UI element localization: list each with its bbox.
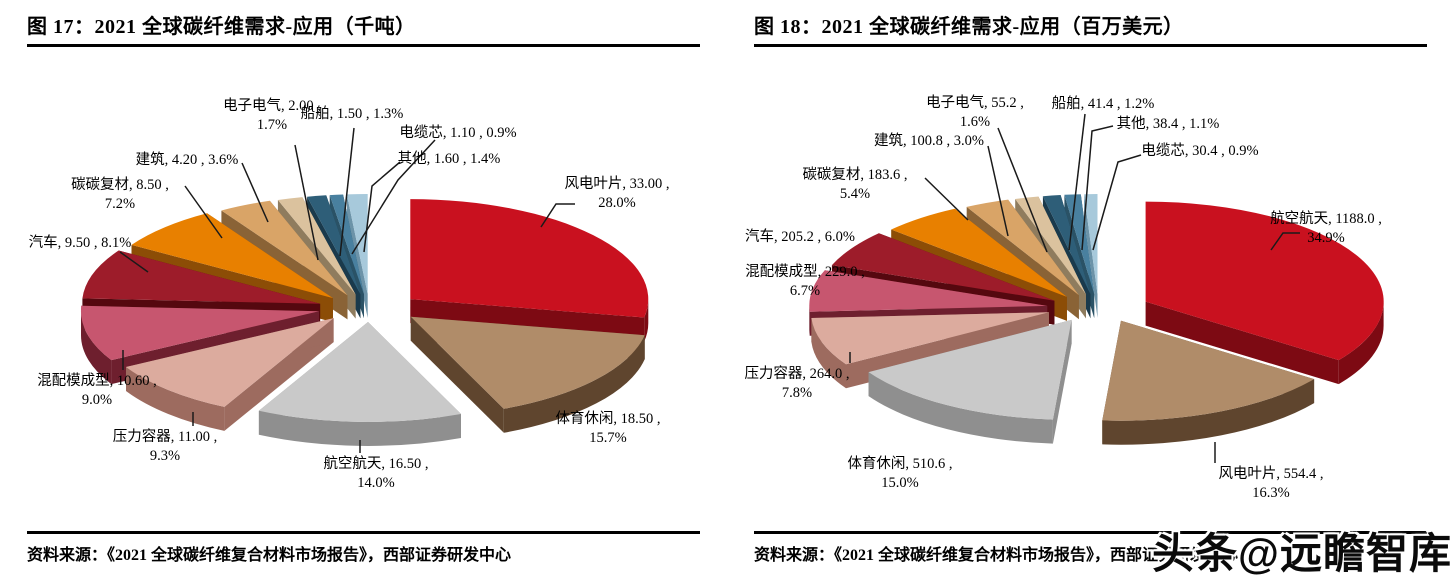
leader-line-建筑 <box>987 145 1009 237</box>
bottom-rule <box>754 531 1427 534</box>
slice-label-电缆芯: 电缆芯, 30.4 , 0.9% <box>1141 143 1259 159</box>
slice-label-压力容器: 压力容器, 264.0 , 7.8% <box>744 366 850 401</box>
leader-line-风电叶片 <box>540 203 575 228</box>
slice-label-电子电气: 电子电气, 2.00 , 1.7% <box>223 98 321 133</box>
slice-label-碳碳复材: 碳碳复材, 183.6 , 5.4% <box>802 167 908 202</box>
leader-line-建筑 <box>241 162 269 223</box>
pie-slice-航空航天 <box>1145 201 1384 385</box>
leader-line-航空航天 <box>1270 232 1300 251</box>
figure-panel-right: 图 18：2021 全球碳纤维需求-应用（百万美元） 航空航天, 1188.0 … <box>727 0 1454 587</box>
slice-label-混配模成型: 混配模成型, 229.0 , 6.7% <box>745 264 865 299</box>
chart-title: 图 17：2021 全球碳纤维需求-应用（千吨） <box>27 16 416 38</box>
slice-label-汽车: 汽车, 9.50 , 8.1% <box>28 235 132 251</box>
slice-label-风电叶片: 风电叶片, 33.00 , 28.0% <box>564 176 670 211</box>
pie-slice-其他 <box>346 194 368 318</box>
leader-line-汽车 <box>119 251 149 273</box>
chart-title: 图 18：2021 全球碳纤维需求-应用（百万美元） <box>754 16 1184 38</box>
slice-label-汽车: 汽车, 205.2 , 6.0% <box>745 229 855 245</box>
pie-svg <box>80 127 649 453</box>
slice-label-混配模成型: 混配模成型, 10.60 , 9.0% <box>37 373 157 408</box>
pie-slice-航空航天 <box>258 322 461 446</box>
slice-label-电缆芯: 电缆芯, 1.10 , 0.9% <box>399 125 517 141</box>
pie-chart-thousand-tons: 风电叶片, 33.00 , 28.0% 体育休闲, 18.50 , 15.7% 航空航天… <box>0 60 727 520</box>
slice-label-船舶: 船舶, 1.50 , 1.3% <box>300 106 404 122</box>
slice-label-航空航天: 航空航天, 1188.0 , 34.9% <box>1270 211 1382 246</box>
slice-label-船舶: 船舶, 41.4 , 1.2% <box>1051 96 1155 112</box>
slice-label-电子电气: 电子电气, 55.2 , 1.6% <box>926 95 1024 130</box>
title-rule <box>754 44 1427 47</box>
leader-line-船舶 <box>1068 113 1086 251</box>
slice-label-压力容器: 压力容器, 11.00 , 9.3% <box>112 429 218 464</box>
leader-line-电子电气 <box>294 144 319 261</box>
source-note: 资料来源：《2021 全球碳纤维复合材料市场报告》，西部证券研发中心 <box>754 547 1239 564</box>
leader-line-船舶 <box>339 127 355 257</box>
slice-label-体育休闲: 体育休闲, 510.6 , 15.0% <box>847 456 953 491</box>
pie-svg <box>809 113 1384 463</box>
pie-slice-压力容器 <box>126 318 334 431</box>
slice-label-体育休闲: 体育休闲, 18.50 , 15.7% <box>555 411 661 446</box>
figure-panel-left: 图 17：2021 全球碳纤维需求-应用（千吨） 风电叶片, 33.00 , 28… <box>0 16 727 564</box>
slice-label-风电叶片: 风电叶片, 554.4 , 16.3% <box>1218 466 1324 501</box>
pie-slice-风电叶片 <box>1102 320 1315 445</box>
title-rule <box>27 44 700 47</box>
slice-label-其他: 其他, 1.60 , 1.4% <box>397 151 501 167</box>
pie-slice-体育休闲 <box>410 316 645 433</box>
slice-label-建筑: 建筑, 4.20 , 3.6% <box>135 152 239 168</box>
pie-chart-million-usd: 航空航天, 1188.0 , 34.9% 风电叶片, 554.4 , 16.3% 体育休… <box>727 60 1454 520</box>
leader-line-电缆芯 <box>1092 154 1142 251</box>
bottom-rule <box>27 531 700 534</box>
leader-line-碳碳复材 <box>184 185 223 239</box>
source-note: 资料来源：《2021 全球碳纤维复合材料市场报告》，西部证券研发中心 <box>27 547 512 564</box>
leader-line-电子电气 <box>997 127 1048 253</box>
leader-line-其他 <box>363 161 401 253</box>
slice-label-碳碳复材: 碳碳复材, 8.50 , 7.2% <box>71 177 169 212</box>
slice-label-航空航天: 航空航天, 16.50 , 14.0% <box>323 456 429 491</box>
pie-slice-电缆芯 <box>1084 194 1098 318</box>
watermark: 头条@远瞻智库 <box>1152 530 1452 577</box>
leader-line-碳碳复材 <box>924 177 969 221</box>
slice-label-建筑: 建筑, 100.8 , 3.0% <box>874 133 984 149</box>
leader-line-其他 <box>1081 125 1114 251</box>
pie-slice-体育休闲 <box>868 319 1072 444</box>
slice-label-其他: 其他, 38.4 , 1.1% <box>1116 116 1220 132</box>
